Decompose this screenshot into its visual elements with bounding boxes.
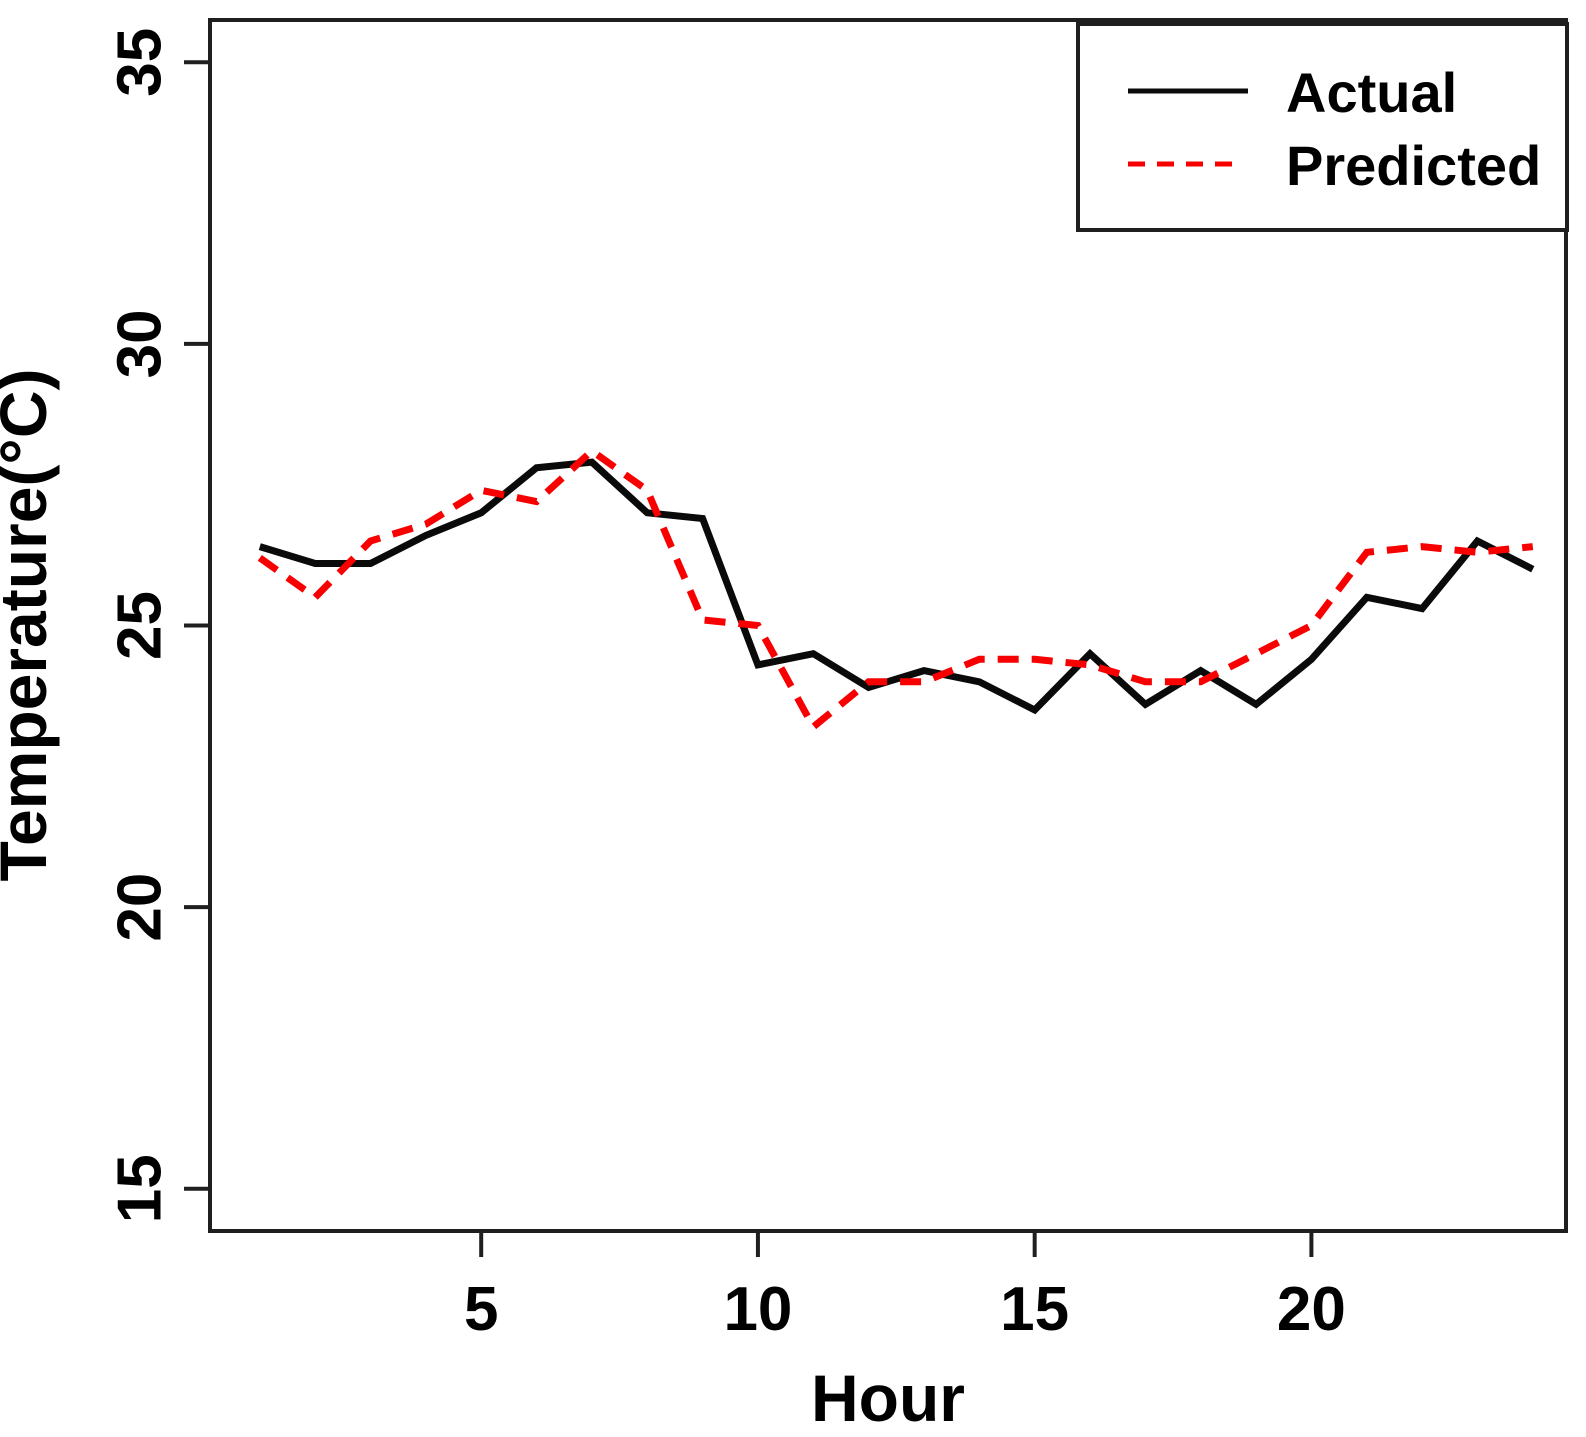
y-tick-label: 30: [106, 309, 175, 378]
legend-box: [1076, 22, 1569, 232]
x-tick-label: 15: [1000, 1275, 1069, 1344]
y-tick-label: 20: [106, 873, 175, 942]
series-lines: [257, 446, 1535, 733]
x-tick-label: 5: [464, 1275, 498, 1344]
y-tick-label: 25: [106, 591, 175, 660]
y-tick-label: 15: [106, 1154, 175, 1223]
legend-label-predicted: Predicted: [1286, 134, 1541, 197]
legend-label-actual: Actual: [1286, 61, 1457, 124]
series-line-predicted: [257, 446, 1534, 733]
x-tick-label: 10: [723, 1275, 792, 1344]
x-tick-label: 20: [1277, 1275, 1346, 1344]
x-axis-title: Hour: [811, 1361, 965, 1435]
y-tick-label: 35: [106, 28, 175, 97]
series-line-actual: [258, 458, 1535, 715]
x-axis-ticks: 5 10 15 20: [464, 1231, 1346, 1344]
legend: Actual Predicted: [1076, 22, 1569, 232]
y-axis-title: Temperature(°C): [0, 369, 60, 882]
y-axis-ticks: 15 20 25 30 35: [106, 28, 210, 1223]
